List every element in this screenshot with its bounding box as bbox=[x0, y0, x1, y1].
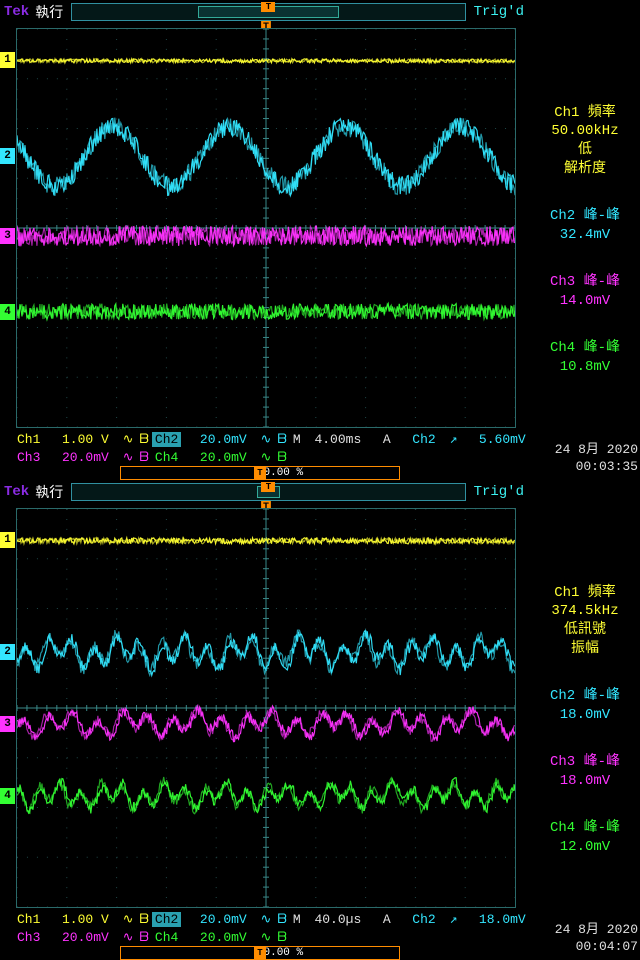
readout-seg: M bbox=[290, 912, 304, 927]
scope-panel-1: Tek 執行 T Trig'd T 1 2 3 4 bbox=[0, 480, 640, 960]
readout-seg: 4.00ms bbox=[304, 432, 365, 447]
waveform-grid[interactable] bbox=[16, 28, 516, 428]
brand-label: Tek bbox=[0, 484, 29, 500]
readout-seg: 20.0mV bbox=[181, 930, 249, 945]
readout-seg: ∿ bbox=[250, 450, 275, 465]
datetime: 24 8月 202000:03:35 bbox=[555, 442, 638, 476]
readout-seg: Ch1 bbox=[14, 432, 43, 447]
readout-seg: ∿ bbox=[250, 930, 275, 945]
readout-seg: ᗷ bbox=[137, 432, 152, 447]
readout-seg: A bbox=[364, 912, 393, 927]
readout-seg: Ch1 bbox=[14, 912, 43, 927]
channel-3-marker: 3 bbox=[0, 716, 15, 732]
trig-position-marker[interactable]: T bbox=[261, 482, 275, 492]
readout-seg: ↗ bbox=[439, 432, 461, 447]
readout-seg: Ch4 bbox=[152, 930, 181, 945]
readout-seg: Ch3 bbox=[14, 930, 43, 945]
side-measurements: Ch1 頻率50.00kHz低解析度 Ch2 峰-峰32.4mV Ch3 峰-峰14… bbox=[530, 0, 640, 480]
scope-panel-0: Tek 執行 T Trig'd T 1 2 3 4 bbox=[0, 0, 640, 480]
readout-seg: 5.60mV bbox=[460, 432, 528, 447]
readout-seg: 20.0mV bbox=[181, 450, 249, 465]
channel-4-marker: 4 bbox=[0, 788, 15, 804]
readout-seg: 20.0mV bbox=[43, 450, 111, 465]
horizontal-position-bar[interactable]: T 50.00 % bbox=[120, 946, 400, 960]
acquisition-bar[interactable]: T bbox=[71, 483, 465, 501]
top-bar: Tek 執行 T Trig'd bbox=[0, 480, 530, 504]
readout-seg: Ch2 bbox=[394, 912, 439, 927]
readout-seg: 40.0µs bbox=[304, 912, 365, 927]
readout-seg: ᗷ bbox=[274, 930, 289, 945]
readout-seg: ᗷ bbox=[274, 450, 289, 465]
channel-2-marker: 2 bbox=[0, 148, 15, 164]
readout-seg: Ch2 bbox=[152, 432, 181, 447]
readout-seg: ↗ bbox=[439, 912, 461, 927]
pos-marker-icon: T bbox=[254, 466, 266, 480]
readout-seg: ᗷ bbox=[274, 432, 289, 447]
trig-position-marker[interactable]: T bbox=[261, 2, 275, 12]
datetime: 24 8月 202000:04:07 bbox=[555, 922, 638, 956]
readout-seg: ∿ bbox=[112, 930, 137, 945]
readout-seg: ∿ bbox=[112, 912, 137, 927]
readout-seg: 20.0mV bbox=[43, 930, 111, 945]
channel-1-marker: 1 bbox=[0, 52, 15, 68]
readout-seg: ᗷ bbox=[137, 450, 152, 465]
readout-seg: 1.00 V bbox=[43, 432, 111, 447]
readout-seg: Ch2 bbox=[394, 432, 439, 447]
channel-3-marker: 3 bbox=[0, 228, 15, 244]
readout-seg: Ch2 bbox=[152, 912, 181, 927]
pos-marker-icon: T bbox=[254, 946, 266, 960]
side-measure-0: Ch1 頻率50.00kHz低解析度 bbox=[532, 104, 638, 180]
readout-area: Ch1 1.00 V ∿ᗷCh2 20.0mV ∿ᗷM 4.00ms A Ch2… bbox=[14, 430, 518, 466]
waveform-grid[interactable] bbox=[16, 508, 516, 908]
side-measure-0: Ch1 頻率374.5kHz低訊號振幅 bbox=[532, 584, 638, 660]
side-measure-3: Ch4 峰-峰12.0mV bbox=[532, 819, 638, 857]
readout-seg: 18.0mV bbox=[460, 912, 528, 927]
run-mode: 執行 bbox=[35, 2, 63, 22]
readout-area: Ch1 1.00 V ∿ᗷCh2 20.0mV ∿ᗷM 40.0µs A Ch2… bbox=[14, 910, 518, 946]
readout-seg: ᗷ bbox=[274, 912, 289, 927]
side-measurements: Ch1 頻率374.5kHz低訊號振幅 Ch2 峰-峰18.0mV Ch3 峰-峰1… bbox=[530, 480, 640, 960]
top-bar: Tek 執行 T Trig'd bbox=[0, 0, 530, 24]
readout-seg: A bbox=[364, 432, 393, 447]
channel-4-marker: 4 bbox=[0, 304, 15, 320]
side-measure-1: Ch2 峰-峰32.4mV bbox=[532, 207, 638, 245]
channel-1-marker: 1 bbox=[0, 532, 15, 548]
channel-2-marker: 2 bbox=[0, 644, 15, 660]
trigger-status: Trig'd bbox=[474, 4, 530, 20]
acquisition-bar[interactable]: T bbox=[71, 3, 465, 21]
readout-seg: 1.00 V bbox=[43, 912, 111, 927]
readout-seg: Ch3 bbox=[14, 450, 43, 465]
side-measure-2: Ch3 峰-峰18.0mV bbox=[532, 753, 638, 791]
run-mode: 執行 bbox=[35, 482, 63, 502]
side-measure-1: Ch2 峰-峰18.0mV bbox=[532, 687, 638, 725]
trigger-status: Trig'd bbox=[474, 484, 530, 500]
readout-seg: Ch4 bbox=[152, 450, 181, 465]
readout-seg: ∿ bbox=[250, 432, 275, 447]
readout-seg: ∿ bbox=[250, 912, 275, 927]
horizontal-position-bar[interactable]: T 50.00 % bbox=[120, 466, 400, 480]
readout-seg: M bbox=[290, 432, 304, 447]
side-measure-2: Ch3 峰-峰14.0mV bbox=[532, 273, 638, 311]
readout-seg: ∿ bbox=[112, 432, 137, 447]
readout-seg: 20.0mV bbox=[181, 912, 249, 927]
readout-seg: ∿ bbox=[112, 450, 137, 465]
readout-seg: 20.0mV bbox=[181, 432, 249, 447]
brand-label: Tek bbox=[0, 4, 29, 20]
side-measure-3: Ch4 峰-峰10.8mV bbox=[532, 339, 638, 377]
readout-seg: ᗷ bbox=[137, 912, 152, 927]
readout-seg: ᗷ bbox=[137, 930, 152, 945]
